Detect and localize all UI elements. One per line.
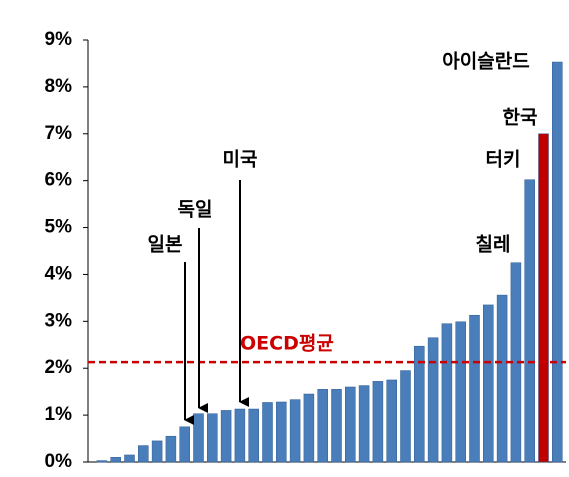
bar [207,413,218,463]
bar [455,321,466,463]
reference-label: OECD평균 [240,333,334,355]
annotation: 독일 [178,199,213,221]
y-tick-label: 4% [45,263,73,284]
bar [441,323,453,463]
bar [193,413,204,463]
annotation: 일본 [148,234,183,256]
bar [372,381,384,463]
annotation: 칠레 [476,234,511,256]
bar [220,410,232,463]
y-tick-label: 1% [45,404,73,425]
bar [331,389,342,463]
bar [400,370,411,463]
y-tick-label: 0% [45,451,73,472]
y-tick-label: 8% [45,76,73,97]
annotation: 터키 [486,149,521,171]
bar [276,401,287,463]
annotation: 아이슬란드 [442,51,529,73]
bar [138,445,149,463]
bar [124,454,135,463]
bar [317,389,328,463]
bar [262,402,273,463]
bar [165,435,177,463]
y-tick-label: 2% [45,357,73,378]
bar [538,133,549,463]
bar [179,426,190,463]
bar [234,408,246,463]
y-tick-label: 7% [45,123,73,144]
bar [303,393,315,463]
bar [469,314,480,463]
bar [289,399,301,463]
y-tick-label: 6% [45,170,73,191]
bar [552,61,563,463]
bar [414,345,425,463]
annotation: 미국 [223,149,258,171]
bar [524,179,535,463]
bar [110,457,121,463]
bar [386,379,397,463]
y-tick-label: 3% [45,310,73,331]
bar [427,337,439,463]
bar [345,386,356,463]
bar [496,294,508,463]
bar [358,385,370,463]
bar [151,440,163,463]
y-tick-label: 5% [45,217,73,238]
y-tick-label: 9% [45,29,73,50]
annotation: 한국 [503,107,538,129]
bar [96,460,108,463]
bar [248,408,259,463]
bar [483,304,494,463]
